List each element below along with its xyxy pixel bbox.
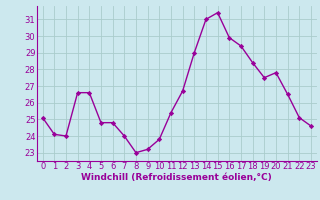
- X-axis label: Windchill (Refroidissement éolien,°C): Windchill (Refroidissement éolien,°C): [81, 173, 272, 182]
